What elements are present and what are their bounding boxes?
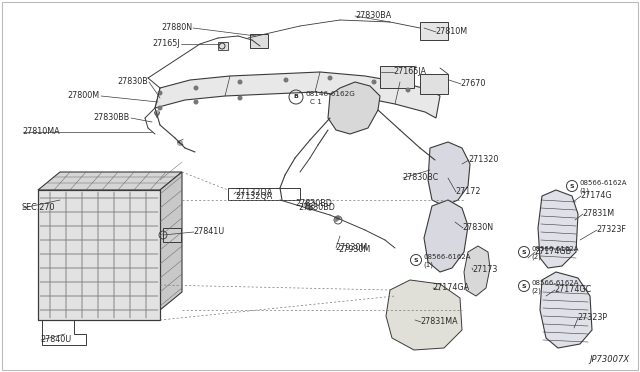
- Text: 27830BC: 27830BC: [402, 173, 438, 183]
- Text: 08566-6162A: 08566-6162A: [531, 246, 579, 252]
- Circle shape: [177, 140, 183, 146]
- Polygon shape: [428, 142, 470, 206]
- Text: B: B: [294, 94, 298, 99]
- Text: S: S: [413, 257, 419, 263]
- Circle shape: [154, 110, 160, 116]
- Circle shape: [157, 106, 163, 110]
- Text: 27830N: 27830N: [462, 224, 493, 232]
- Polygon shape: [386, 280, 462, 350]
- Text: 27830BD: 27830BD: [298, 203, 335, 212]
- Text: 27132QA: 27132QA: [235, 192, 272, 201]
- Circle shape: [335, 215, 340, 221]
- Text: (2): (2): [531, 254, 541, 260]
- Text: 27670: 27670: [460, 80, 485, 89]
- Circle shape: [284, 77, 289, 83]
- Text: 27173: 27173: [472, 266, 497, 275]
- Bar: [163, 228, 181, 242]
- Text: 27831M: 27831M: [582, 209, 614, 218]
- Text: 27840U: 27840U: [40, 336, 71, 344]
- Polygon shape: [160, 172, 182, 310]
- Bar: [250, 34, 268, 48]
- Bar: [380, 66, 414, 88]
- Polygon shape: [38, 172, 182, 190]
- Bar: [420, 22, 448, 40]
- Text: 27323F: 27323F: [596, 225, 626, 234]
- Circle shape: [305, 202, 310, 208]
- Polygon shape: [464, 246, 490, 296]
- Polygon shape: [155, 72, 440, 118]
- Text: 27323P: 27323P: [577, 314, 607, 323]
- Text: JP73007X: JP73007X: [590, 356, 630, 365]
- Polygon shape: [540, 272, 592, 348]
- Bar: [420, 74, 448, 94]
- Text: 27174GA: 27174GA: [432, 283, 469, 292]
- Text: 27841U: 27841U: [193, 228, 224, 237]
- Text: 27132QA: 27132QA: [235, 187, 272, 196]
- Text: S: S: [522, 250, 526, 254]
- Circle shape: [157, 90, 163, 96]
- Text: 27810MA: 27810MA: [22, 128, 60, 137]
- Text: SEC.270: SEC.270: [22, 203, 56, 212]
- Circle shape: [371, 80, 376, 84]
- Text: 08566-6162A: 08566-6162A: [531, 280, 579, 286]
- Circle shape: [237, 96, 243, 100]
- Text: 27174G: 27174G: [580, 192, 612, 201]
- Text: (2): (2): [531, 288, 541, 294]
- Text: 08566-6162A: 08566-6162A: [579, 180, 627, 186]
- Circle shape: [334, 218, 338, 222]
- Bar: [218, 42, 228, 50]
- Circle shape: [406, 87, 410, 93]
- Text: 27174GB: 27174GB: [534, 247, 571, 257]
- Text: 27165J: 27165J: [152, 39, 180, 48]
- Circle shape: [193, 86, 198, 90]
- Text: 27174GC: 27174GC: [554, 285, 591, 295]
- Circle shape: [328, 76, 333, 80]
- Text: 27172: 27172: [455, 187, 481, 196]
- Text: 08566-6162A: 08566-6162A: [423, 254, 470, 260]
- Text: 27800M: 27800M: [68, 92, 100, 100]
- Text: S: S: [522, 283, 526, 289]
- Text: 27830BD: 27830BD: [295, 199, 332, 208]
- Text: 27830BA: 27830BA: [355, 12, 391, 20]
- Text: 27831MA: 27831MA: [420, 317, 458, 327]
- Text: 27165JA: 27165JA: [393, 67, 426, 77]
- Circle shape: [307, 205, 312, 211]
- Polygon shape: [538, 190, 578, 268]
- Polygon shape: [38, 190, 160, 320]
- Text: 27880N: 27880N: [161, 23, 192, 32]
- Text: 08146-6162G: 08146-6162G: [306, 91, 356, 97]
- Polygon shape: [424, 200, 468, 272]
- Circle shape: [193, 99, 198, 105]
- Text: C 1: C 1: [310, 99, 322, 105]
- Text: 27810M: 27810M: [435, 28, 467, 36]
- Text: 27930M: 27930M: [338, 246, 371, 254]
- Text: S: S: [570, 183, 574, 189]
- Text: (1): (1): [423, 262, 433, 268]
- Circle shape: [237, 80, 243, 84]
- Text: (1): (1): [579, 188, 589, 194]
- Text: 27930M: 27930M: [335, 244, 367, 253]
- Bar: [228, 188, 300, 200]
- Text: 271320: 271320: [468, 155, 499, 164]
- Text: 27830B: 27830B: [117, 77, 148, 87]
- Text: 27830BB: 27830BB: [93, 113, 130, 122]
- Polygon shape: [328, 82, 380, 134]
